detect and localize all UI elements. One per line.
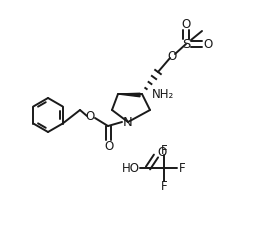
Text: O: O — [203, 37, 213, 51]
Text: O: O — [167, 50, 177, 62]
Text: NH₂: NH₂ — [152, 88, 174, 102]
Text: HO: HO — [122, 161, 140, 175]
Text: O: O — [104, 140, 114, 154]
Text: O: O — [85, 110, 95, 124]
Text: F: F — [179, 161, 185, 175]
Text: O: O — [157, 146, 167, 158]
Text: O: O — [181, 18, 191, 30]
Polygon shape — [118, 93, 140, 97]
Text: N: N — [123, 116, 133, 128]
Text: S: S — [182, 37, 190, 51]
Text: F: F — [161, 143, 167, 157]
Text: F: F — [161, 179, 167, 193]
